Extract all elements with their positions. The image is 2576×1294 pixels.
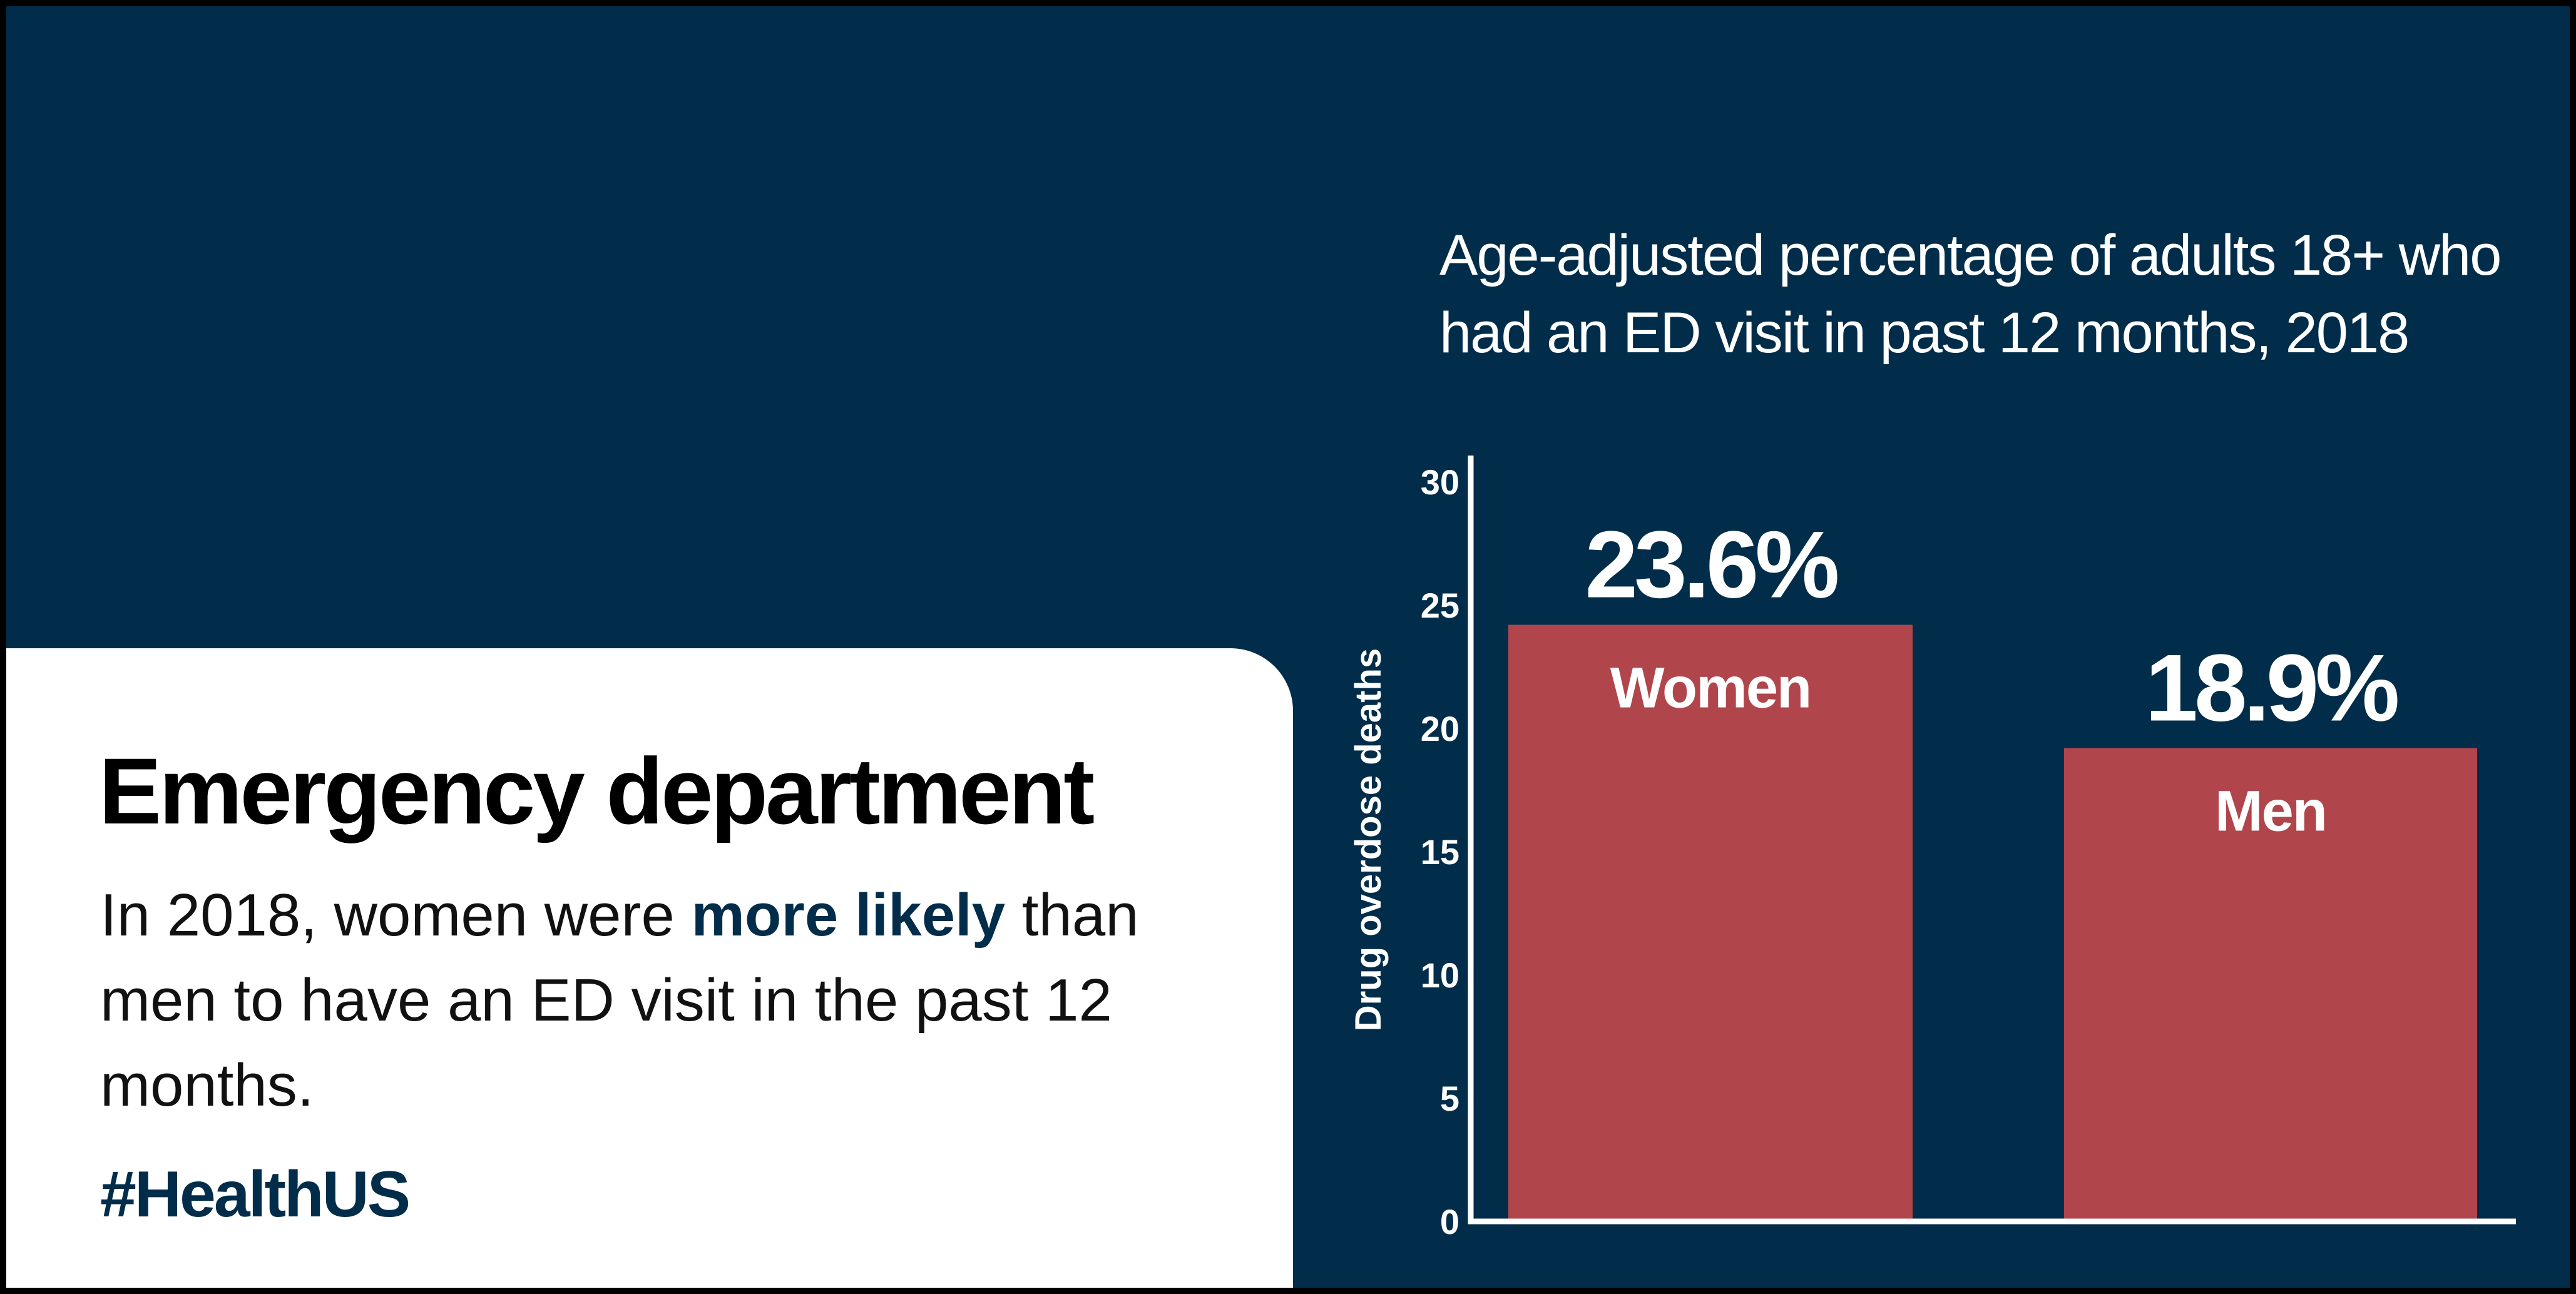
value-label-women: 23.6% — [1585, 512, 1838, 618]
card-body: In 2018, women were more likely than men… — [100, 873, 1227, 1128]
y-tick-label: 10 — [1421, 955, 1459, 995]
y-tick-label: 25 — [1421, 586, 1459, 625]
y-tick-label: 20 — [1421, 709, 1459, 748]
hashtag: #HealthUS — [100, 1158, 411, 1231]
infographic: Age-adjusted percentage of adults 18+ wh… — [6, 6, 2570, 1288]
value-label-men: 18.9% — [2145, 635, 2398, 741]
bars: 23.6% Women 18.9% Men — [1508, 512, 2477, 1221]
y-tick-label: 15 — [1421, 832, 1459, 872]
category-label-women: Women — [1610, 656, 1811, 720]
body-highlight: more likely — [691, 882, 1006, 949]
info-card: Emergency department In 2018, women were… — [6, 648, 1293, 1288]
body-text-start: In 2018, women were — [100, 882, 692, 949]
chart-title: Age-adjusted percentage of adults 18+ wh… — [1439, 223, 2502, 365]
bar-women — [1508, 624, 1913, 1221]
bar-chart: 0 5 10 15 20 25 30 23.6% Women 18.9% Men Drug ove… — [1348, 456, 2516, 1241]
category-label-men: Men — [2215, 780, 2326, 843]
y-tick-label: 0 — [1440, 1202, 1459, 1241]
body-text-end: than men to have an ED visit in the past… — [100, 882, 1139, 1119]
y-tick-label: 30 — [1421, 462, 1459, 502]
y-axis-ticks: 0 5 10 15 20 25 30 — [1421, 462, 1459, 1241]
y-tick-label: 5 — [1440, 1079, 1459, 1118]
card-title: Emergency department — [99, 738, 1095, 843]
bar-men — [2064, 748, 2477, 1221]
y-axis-label: Drug overdose deaths — [1348, 648, 1389, 1031]
